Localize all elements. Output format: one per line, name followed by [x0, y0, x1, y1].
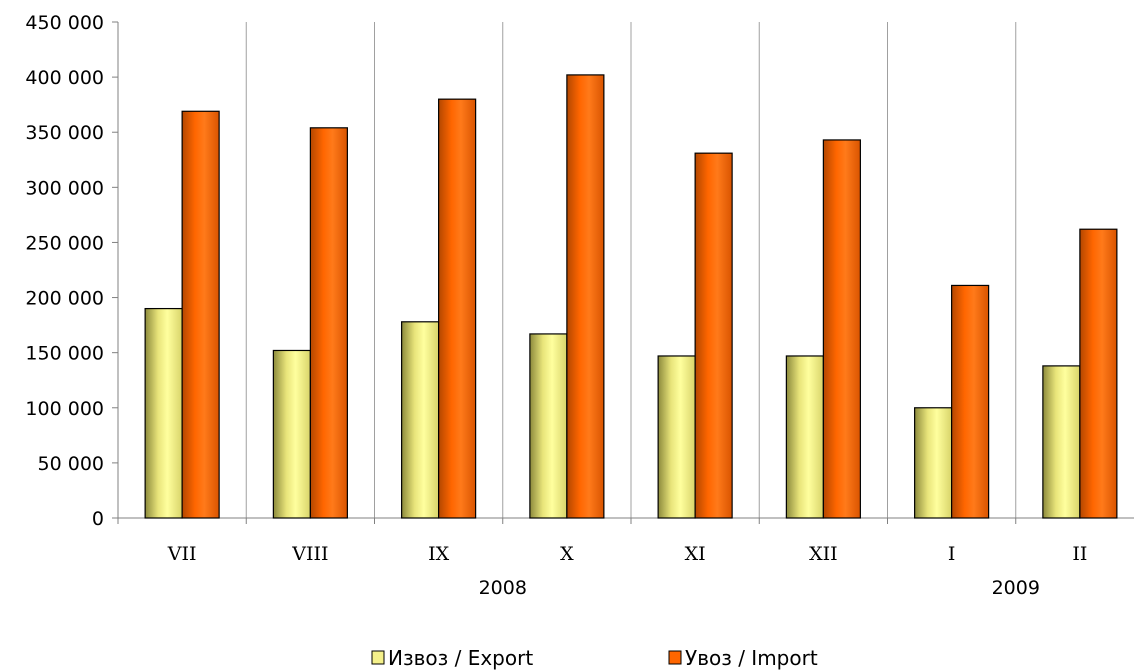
bar-import-IX [438, 98, 477, 519]
legend-swatch-export [371, 650, 385, 665]
x-axis-tick-label: XI [685, 543, 706, 565]
y-axis-tick-label: 200 000 [25, 288, 104, 310]
bar-export-X [529, 333, 568, 519]
y-axis-tick-label: 350 000 [25, 122, 104, 144]
x-axis-tick-label: II [1072, 543, 1087, 565]
legend-label-import: Увоз / Import [685, 646, 818, 670]
y-axis-tick-label: 100 000 [25, 398, 104, 420]
bar-export-VIII [272, 349, 311, 519]
bar-import-II [1079, 228, 1118, 519]
y-axis-tick-label: 300 000 [25, 177, 104, 199]
bar-import-VII [181, 110, 220, 519]
x-axis-tick-label: VIII [291, 543, 328, 565]
legend: Извоз / Export Увоз / Import [371, 646, 818, 670]
grid-lines [245, 22, 1017, 518]
y-axis-tick-label: 50 000 [38, 453, 104, 475]
y-axis-tick-label: 400 000 [25, 67, 104, 89]
x-axis-tick-label: IX [428, 543, 450, 565]
year-label: 2008 [479, 577, 527, 599]
x-axis-tick-labels: VII VIII IX X XI XII I II [167, 543, 1088, 565]
bar-export-I [914, 407, 953, 519]
bar-import-XI [694, 152, 733, 519]
bar-import-XII [822, 139, 861, 519]
year-label: 2009 [992, 577, 1040, 599]
year-labels: 2008 2009 [479, 577, 1040, 599]
bar-export-XI [657, 355, 696, 519]
x-axis-tick-label: XII [809, 543, 838, 565]
bar-import-VIII [309, 127, 348, 519]
y-axis-tick-label: 250 000 [25, 232, 104, 254]
x-axis-tick-label: X [560, 543, 574, 565]
bar-export-IX [401, 321, 440, 519]
bar-import-X [566, 74, 605, 519]
bar-export-XII [785, 355, 824, 519]
legend-swatch-import [668, 650, 682, 665]
bar-export-VII [144, 307, 183, 519]
bars [144, 74, 1118, 519]
legend-label-export: Извоз / Export [388, 646, 533, 670]
y-axis-tick-label: 450 000 [25, 12, 104, 34]
y-axis-tick-labels: 0 50 000 100 000 150 000 200 000 250 000 300 0… [25, 12, 104, 530]
x-axis-tick-label: I [948, 543, 956, 565]
y-axis-tick-label: 150 000 [25, 343, 104, 365]
bar-import-I [951, 284, 990, 519]
bar-export-II [1042, 365, 1081, 519]
y-axis-tick-label: 0 [92, 508, 104, 530]
x-axis-tick-label: VII [167, 543, 197, 565]
